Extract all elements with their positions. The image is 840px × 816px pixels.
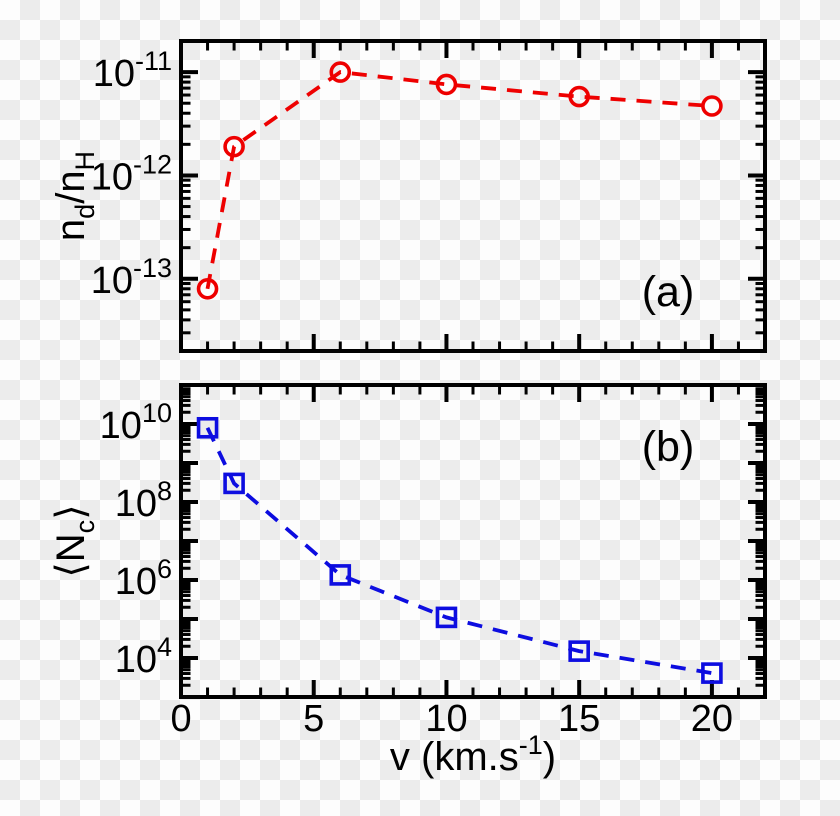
x-tick-label: 10 bbox=[425, 698, 467, 740]
data-point-circle bbox=[196, 277, 219, 300]
x-tick-label: 20 bbox=[691, 698, 733, 740]
panel-a-y-tick-labels: 10-13 10-12 10-11 bbox=[91, 46, 172, 302]
mean-cluster-size-markers bbox=[196, 416, 723, 684]
dust-to-hydrogen-number-ratio-markers bbox=[196, 61, 723, 300]
y-tick-label: 108 bbox=[115, 476, 172, 525]
panel-a-y-axis-title: nd/nH bbox=[49, 151, 100, 241]
y-tick-label: 10-11 bbox=[93, 46, 172, 95]
data-point-circle bbox=[701, 95, 723, 117]
panel-b-y-tick-labels: 104 106 108 1010 bbox=[100, 398, 172, 681]
panel-b-y-axis-title: ⟨Nc⟩ bbox=[49, 504, 100, 578]
panel-a-x-ticks bbox=[206, 41, 740, 351]
data-point-square bbox=[701, 662, 723, 684]
y-tick-label: 104 bbox=[115, 632, 172, 681]
panel-b: 104 106 108 1010 0 5 10 15 20 v (km.s-1) ⟨Nc⟩ (b) bbox=[49, 383, 767, 779]
x-tick-label: 5 bbox=[303, 698, 324, 740]
panel-a: 10-13 10-12 10-11 nd/nH (a) bbox=[49, 39, 767, 353]
data-point-circle bbox=[568, 85, 590, 108]
data-point-square bbox=[435, 606, 458, 629]
data-point-circle bbox=[435, 73, 458, 96]
panel-b-y-ticks bbox=[181, 387, 765, 687]
y-tick-label: 10-13 bbox=[91, 253, 172, 302]
data-point-square bbox=[329, 564, 352, 586]
panel-a-tag: (a) bbox=[642, 268, 695, 316]
data-point-square bbox=[568, 640, 590, 662]
x-axis-title: v (km.s-1) bbox=[390, 730, 556, 779]
data-point-square bbox=[196, 416, 219, 439]
y-tick-label: 10-12 bbox=[91, 149, 172, 198]
panel-b-tag: (b) bbox=[642, 423, 695, 471]
data-point-circle bbox=[223, 135, 245, 158]
panel-b-x-tick-labels: 0 5 10 15 20 bbox=[170, 698, 733, 740]
panel-a-y-ticks bbox=[181, 70, 765, 335]
y-tick-label: 1010 bbox=[100, 398, 172, 447]
y-tick-label: 106 bbox=[115, 554, 172, 603]
dust-to-hydrogen-number-ratio-line bbox=[205, 70, 713, 290]
mean-cluster-size-line bbox=[205, 426, 713, 675]
data-point-circle bbox=[329, 61, 352, 83]
x-tick-label: 0 bbox=[170, 698, 191, 740]
data-point-square bbox=[223, 472, 245, 495]
x-tick-label: 15 bbox=[558, 698, 600, 740]
